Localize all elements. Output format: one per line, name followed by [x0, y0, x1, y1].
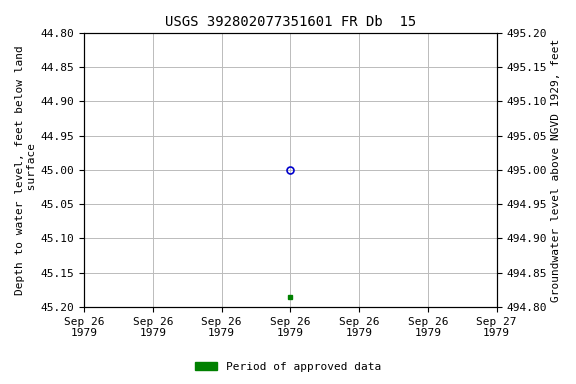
Y-axis label: Depth to water level, feet below land
 surface: Depth to water level, feet below land su…: [15, 45, 37, 295]
Title: USGS 392802077351601 FR Db  15: USGS 392802077351601 FR Db 15: [165, 15, 416, 29]
Y-axis label: Groundwater level above NGVD 1929, feet: Groundwater level above NGVD 1929, feet: [551, 38, 561, 301]
Legend: Period of approved data: Period of approved data: [191, 358, 385, 377]
